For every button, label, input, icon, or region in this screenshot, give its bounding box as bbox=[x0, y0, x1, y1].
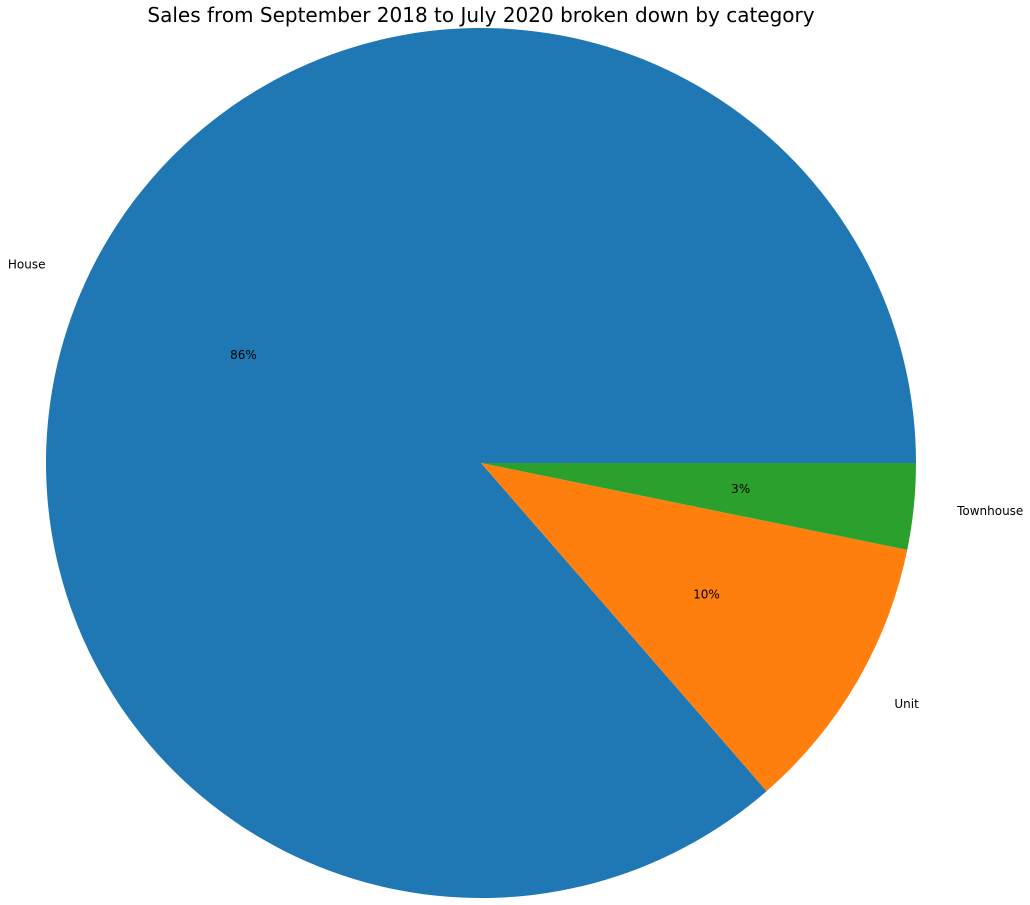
slice-house bbox=[46, 28, 916, 899]
pie-labels: 86% House 10% Unit 3% Townhouse bbox=[8, 258, 1023, 711]
pie-slices bbox=[46, 28, 916, 899]
category-label-house: House bbox=[8, 258, 46, 272]
pct-label-unit: 10% bbox=[693, 587, 720, 601]
slice-unit bbox=[481, 463, 908, 792]
pct-label-house: 86% bbox=[230, 348, 257, 362]
chart-title: Sales from September 2018 to July 2020 b… bbox=[147, 3, 814, 27]
slice-townhouse bbox=[481, 463, 916, 550]
category-label-townhouse: Townhouse bbox=[956, 504, 1023, 518]
pct-label-townhouse: 3% bbox=[731, 482, 750, 496]
category-label-unit: Unit bbox=[894, 697, 919, 711]
